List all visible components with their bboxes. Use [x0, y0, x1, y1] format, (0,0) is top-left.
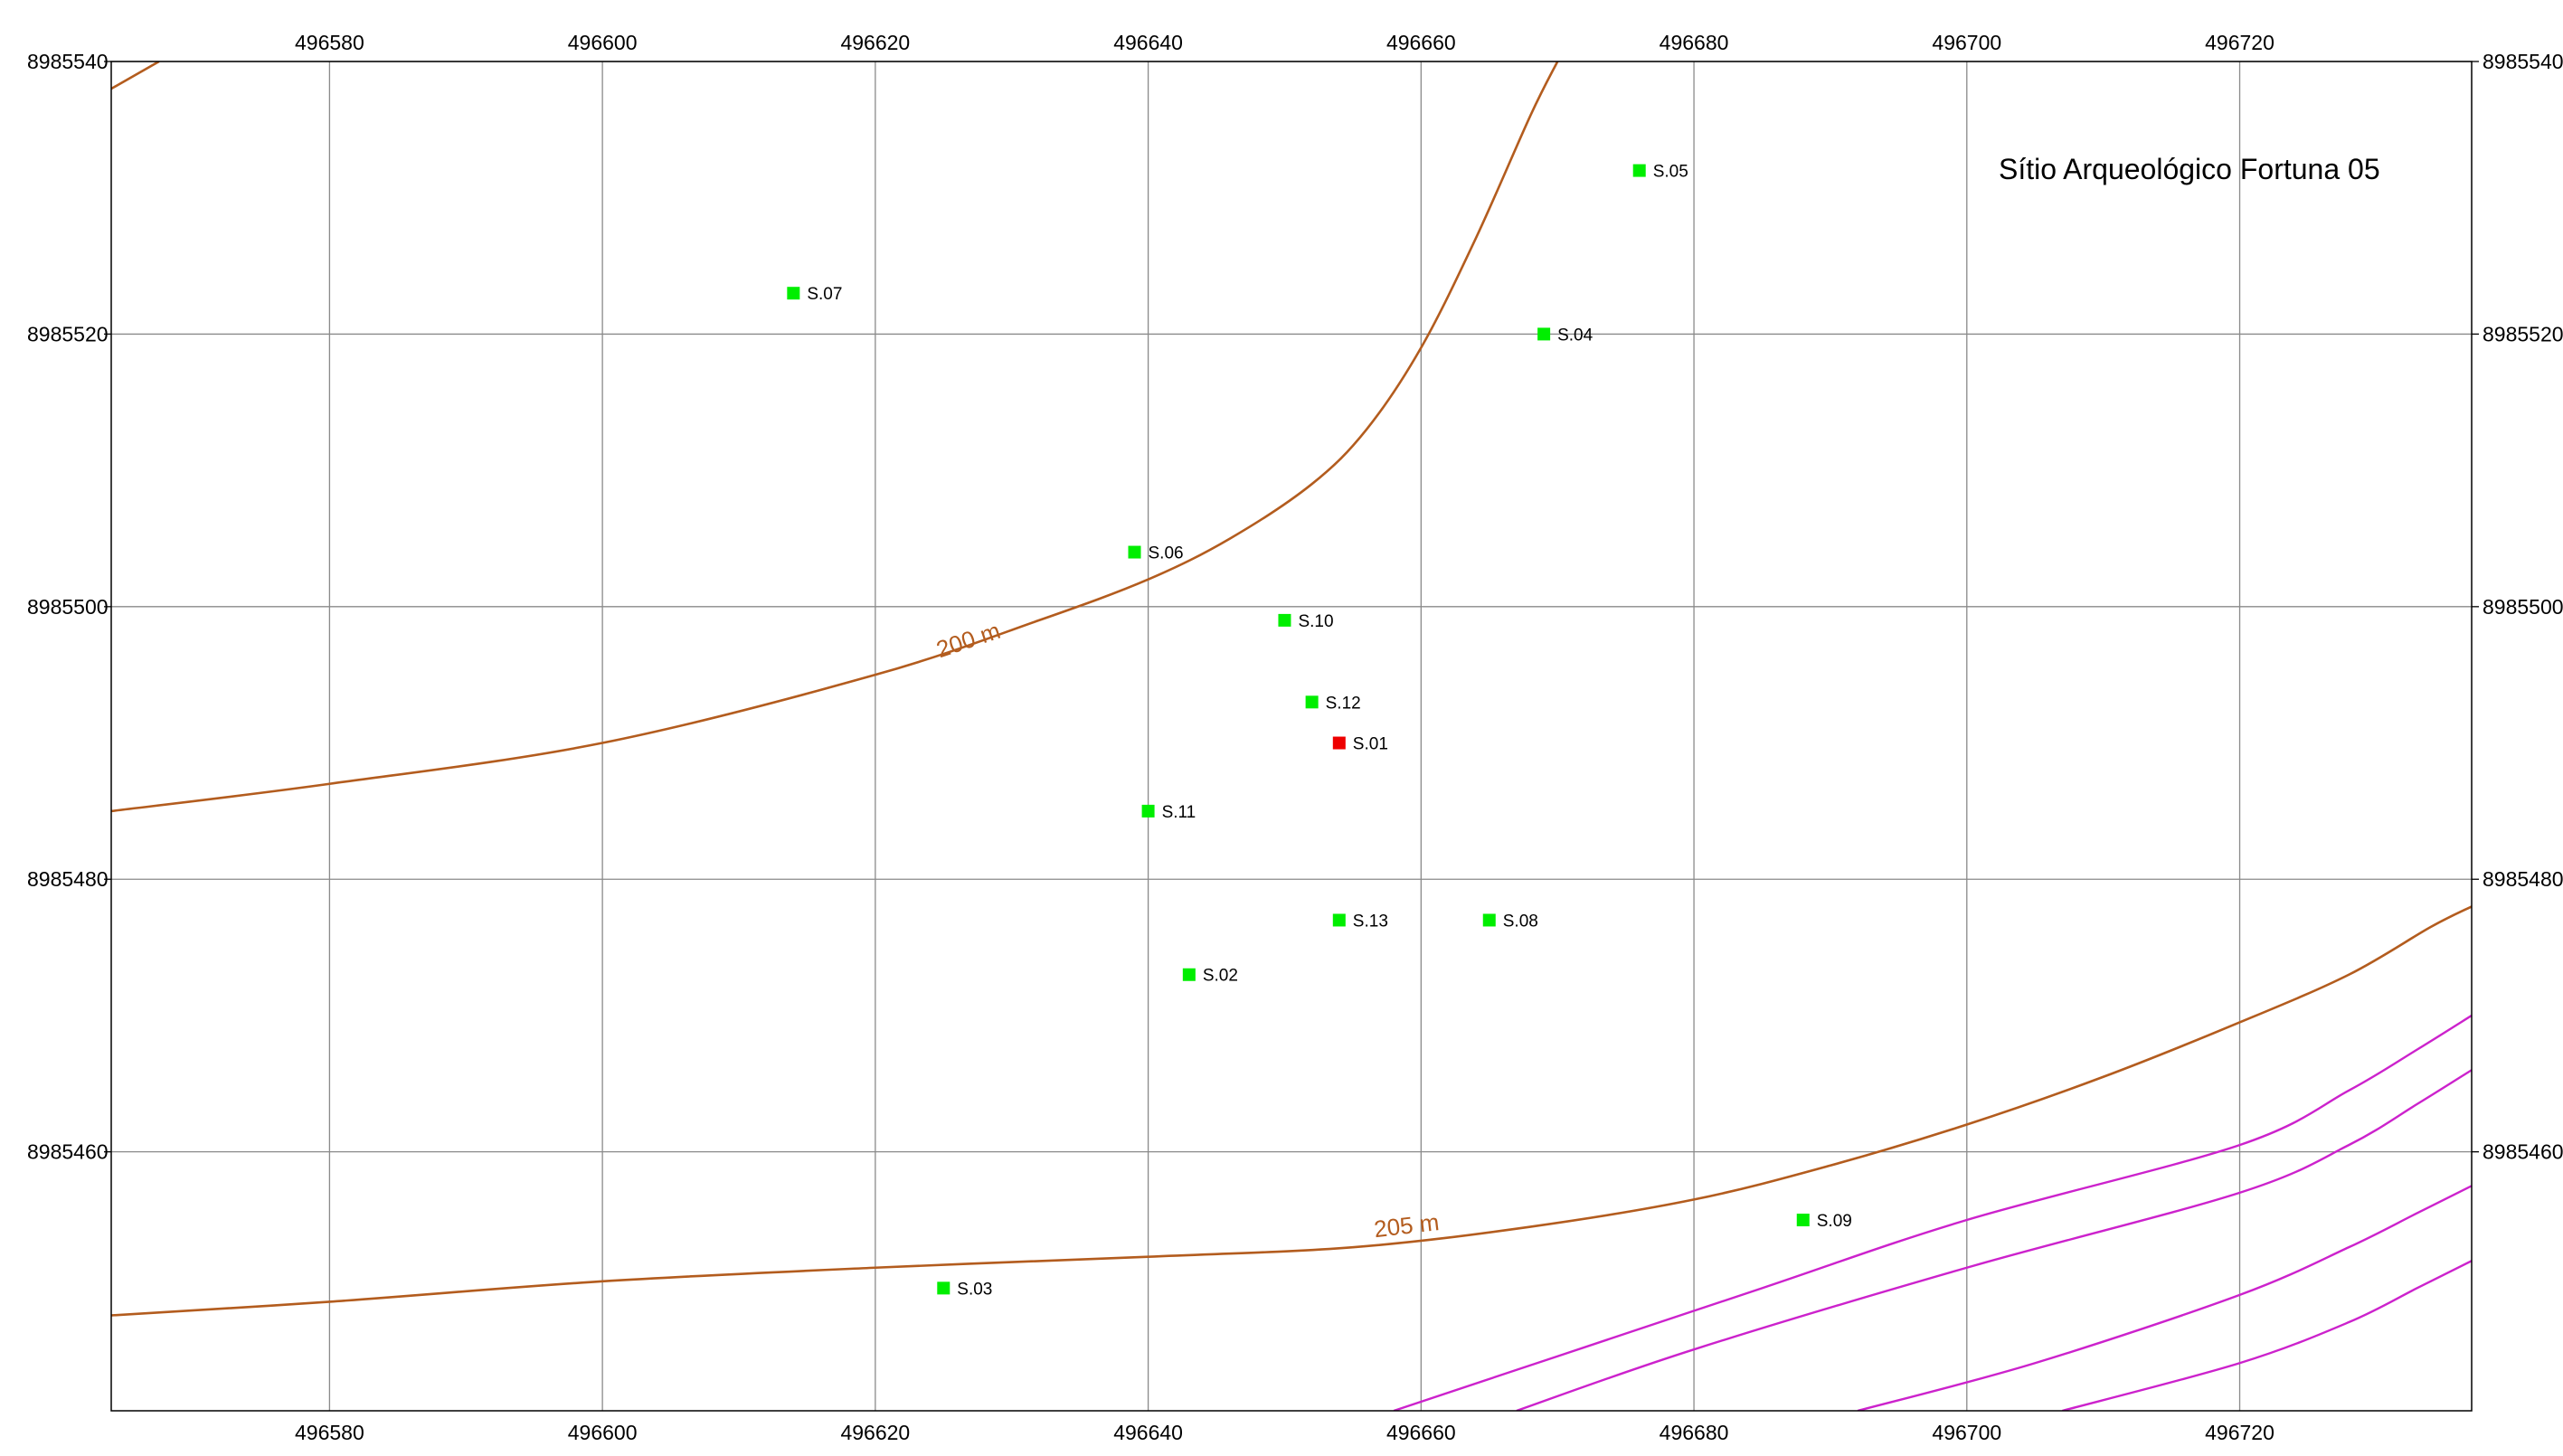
survey-point-marker [1305, 695, 1319, 709]
survey-point-label: S.11 [1162, 803, 1196, 822]
y-tick-label-left: 8985460 [27, 1140, 109, 1164]
survey-point-label: S.10 [1298, 612, 1333, 631]
survey-point: S.01 [1332, 735, 1388, 754]
stream-layer [1393, 1014, 2472, 1411]
y-tick-label-right: 8985540 [2483, 50, 2563, 73]
survey-point-label: S.02 [1203, 967, 1238, 986]
x-tick-label-bottom: 496700 [1932, 1421, 2001, 1444]
x-tick-label-top: 496680 [1660, 31, 1729, 54]
survey-point-marker [1182, 968, 1196, 981]
survey-point: S.12 [1305, 694, 1361, 713]
x-tick-label-bottom: 496620 [840, 1421, 910, 1444]
survey-point: S.07 [787, 285, 842, 304]
survey-point-label: S.03 [957, 1280, 992, 1299]
x-tick-label-top: 496620 [840, 31, 910, 54]
contour-line [111, 905, 2472, 1317]
survey-point-marker [1278, 613, 1291, 627]
survey-point: S.06 [1128, 544, 1184, 563]
survey-point: S.02 [1182, 967, 1238, 986]
survey-point-marker [1482, 913, 1496, 927]
survey-point: S.13 [1332, 912, 1388, 931]
x-tick-label-bottom: 496580 [295, 1421, 364, 1444]
x-tick-label-bottom: 496660 [1386, 1421, 1456, 1444]
y-tick-label-left: 8985520 [27, 322, 109, 345]
survey-point-label: S.01 [1353, 735, 1388, 754]
x-tick-label-top: 496700 [1932, 31, 2001, 54]
survey-point-label: S.09 [1817, 1212, 1852, 1231]
survey-point-marker [1632, 164, 1646, 177]
survey-point-marker [1141, 804, 1155, 818]
survey-point-label: S.06 [1149, 544, 1184, 563]
stream-line [1857, 1185, 2472, 1411]
survey-point: S.03 [937, 1280, 992, 1299]
survey-point-label: S.04 [1557, 326, 1594, 345]
survey-point-label: S.05 [1653, 163, 1688, 182]
survey-point-marker [1332, 736, 1346, 750]
stream-line [2062, 1260, 2472, 1411]
y-tick-label-right: 8985480 [2483, 867, 2563, 891]
x-tick-label-bottom: 496600 [568, 1421, 638, 1444]
y-tick-label-right: 8985460 [2483, 1140, 2563, 1164]
survey-point-marker [937, 1281, 950, 1295]
map-title: Sítio Arqueológico Fortuna 05 [1999, 153, 2380, 185]
survey-point: S.11 [1141, 803, 1196, 822]
survey-point-label: S.07 [807, 285, 842, 304]
survey-point-marker [1128, 545, 1141, 559]
x-tick-label-top: 496720 [2205, 31, 2275, 54]
survey-point: S.10 [1278, 612, 1334, 631]
contour-line [111, 61, 160, 90]
x-tick-label-bottom: 496640 [1113, 1421, 1183, 1444]
survey-point-marker [1332, 913, 1346, 927]
survey-point-marker [1796, 1214, 1810, 1227]
survey-point-layer: S.01 S.02 S.03 S.04 S.05 S.06 S.07 S.08 S.09 S.10… [787, 163, 1852, 1299]
survey-point-label: S.12 [1326, 694, 1361, 713]
stream-line [1516, 1069, 2472, 1411]
map-frame [110, 61, 2473, 1412]
y-tick-label-right: 8985500 [2483, 595, 2563, 619]
survey-point-label: S.13 [1353, 912, 1388, 931]
stream-line [1393, 1014, 2472, 1411]
y-tick-label-right: 8985520 [2483, 322, 2563, 345]
contour-line [111, 61, 1559, 813]
y-tick-label-left: 8985500 [27, 595, 109, 619]
survey-point: S.08 [1482, 912, 1538, 931]
survey-point: S.09 [1796, 1212, 1852, 1231]
survey-point-label: S.08 [1503, 912, 1538, 931]
survey-point: S.05 [1632, 163, 1688, 182]
y-tick-label-left: 8985480 [27, 867, 109, 891]
x-tick-label-top: 496640 [1113, 31, 1183, 54]
y-tick-label-left: 8985540 [27, 50, 109, 73]
x-tick-label-top: 496660 [1386, 31, 1456, 54]
axis-tick-layer: 496580 496580 496600 496600 496620 496620 4966… [27, 31, 2563, 1444]
x-tick-label-bottom: 496720 [2205, 1421, 2275, 1444]
survey-point-marker [1537, 327, 1551, 341]
x-tick-label-top: 496600 [568, 31, 638, 54]
x-tick-label-bottom: 496680 [1660, 1421, 1729, 1444]
x-tick-label-top: 496580 [295, 31, 364, 54]
survey-point: S.04 [1537, 326, 1594, 345]
survey-point-marker [787, 287, 800, 300]
